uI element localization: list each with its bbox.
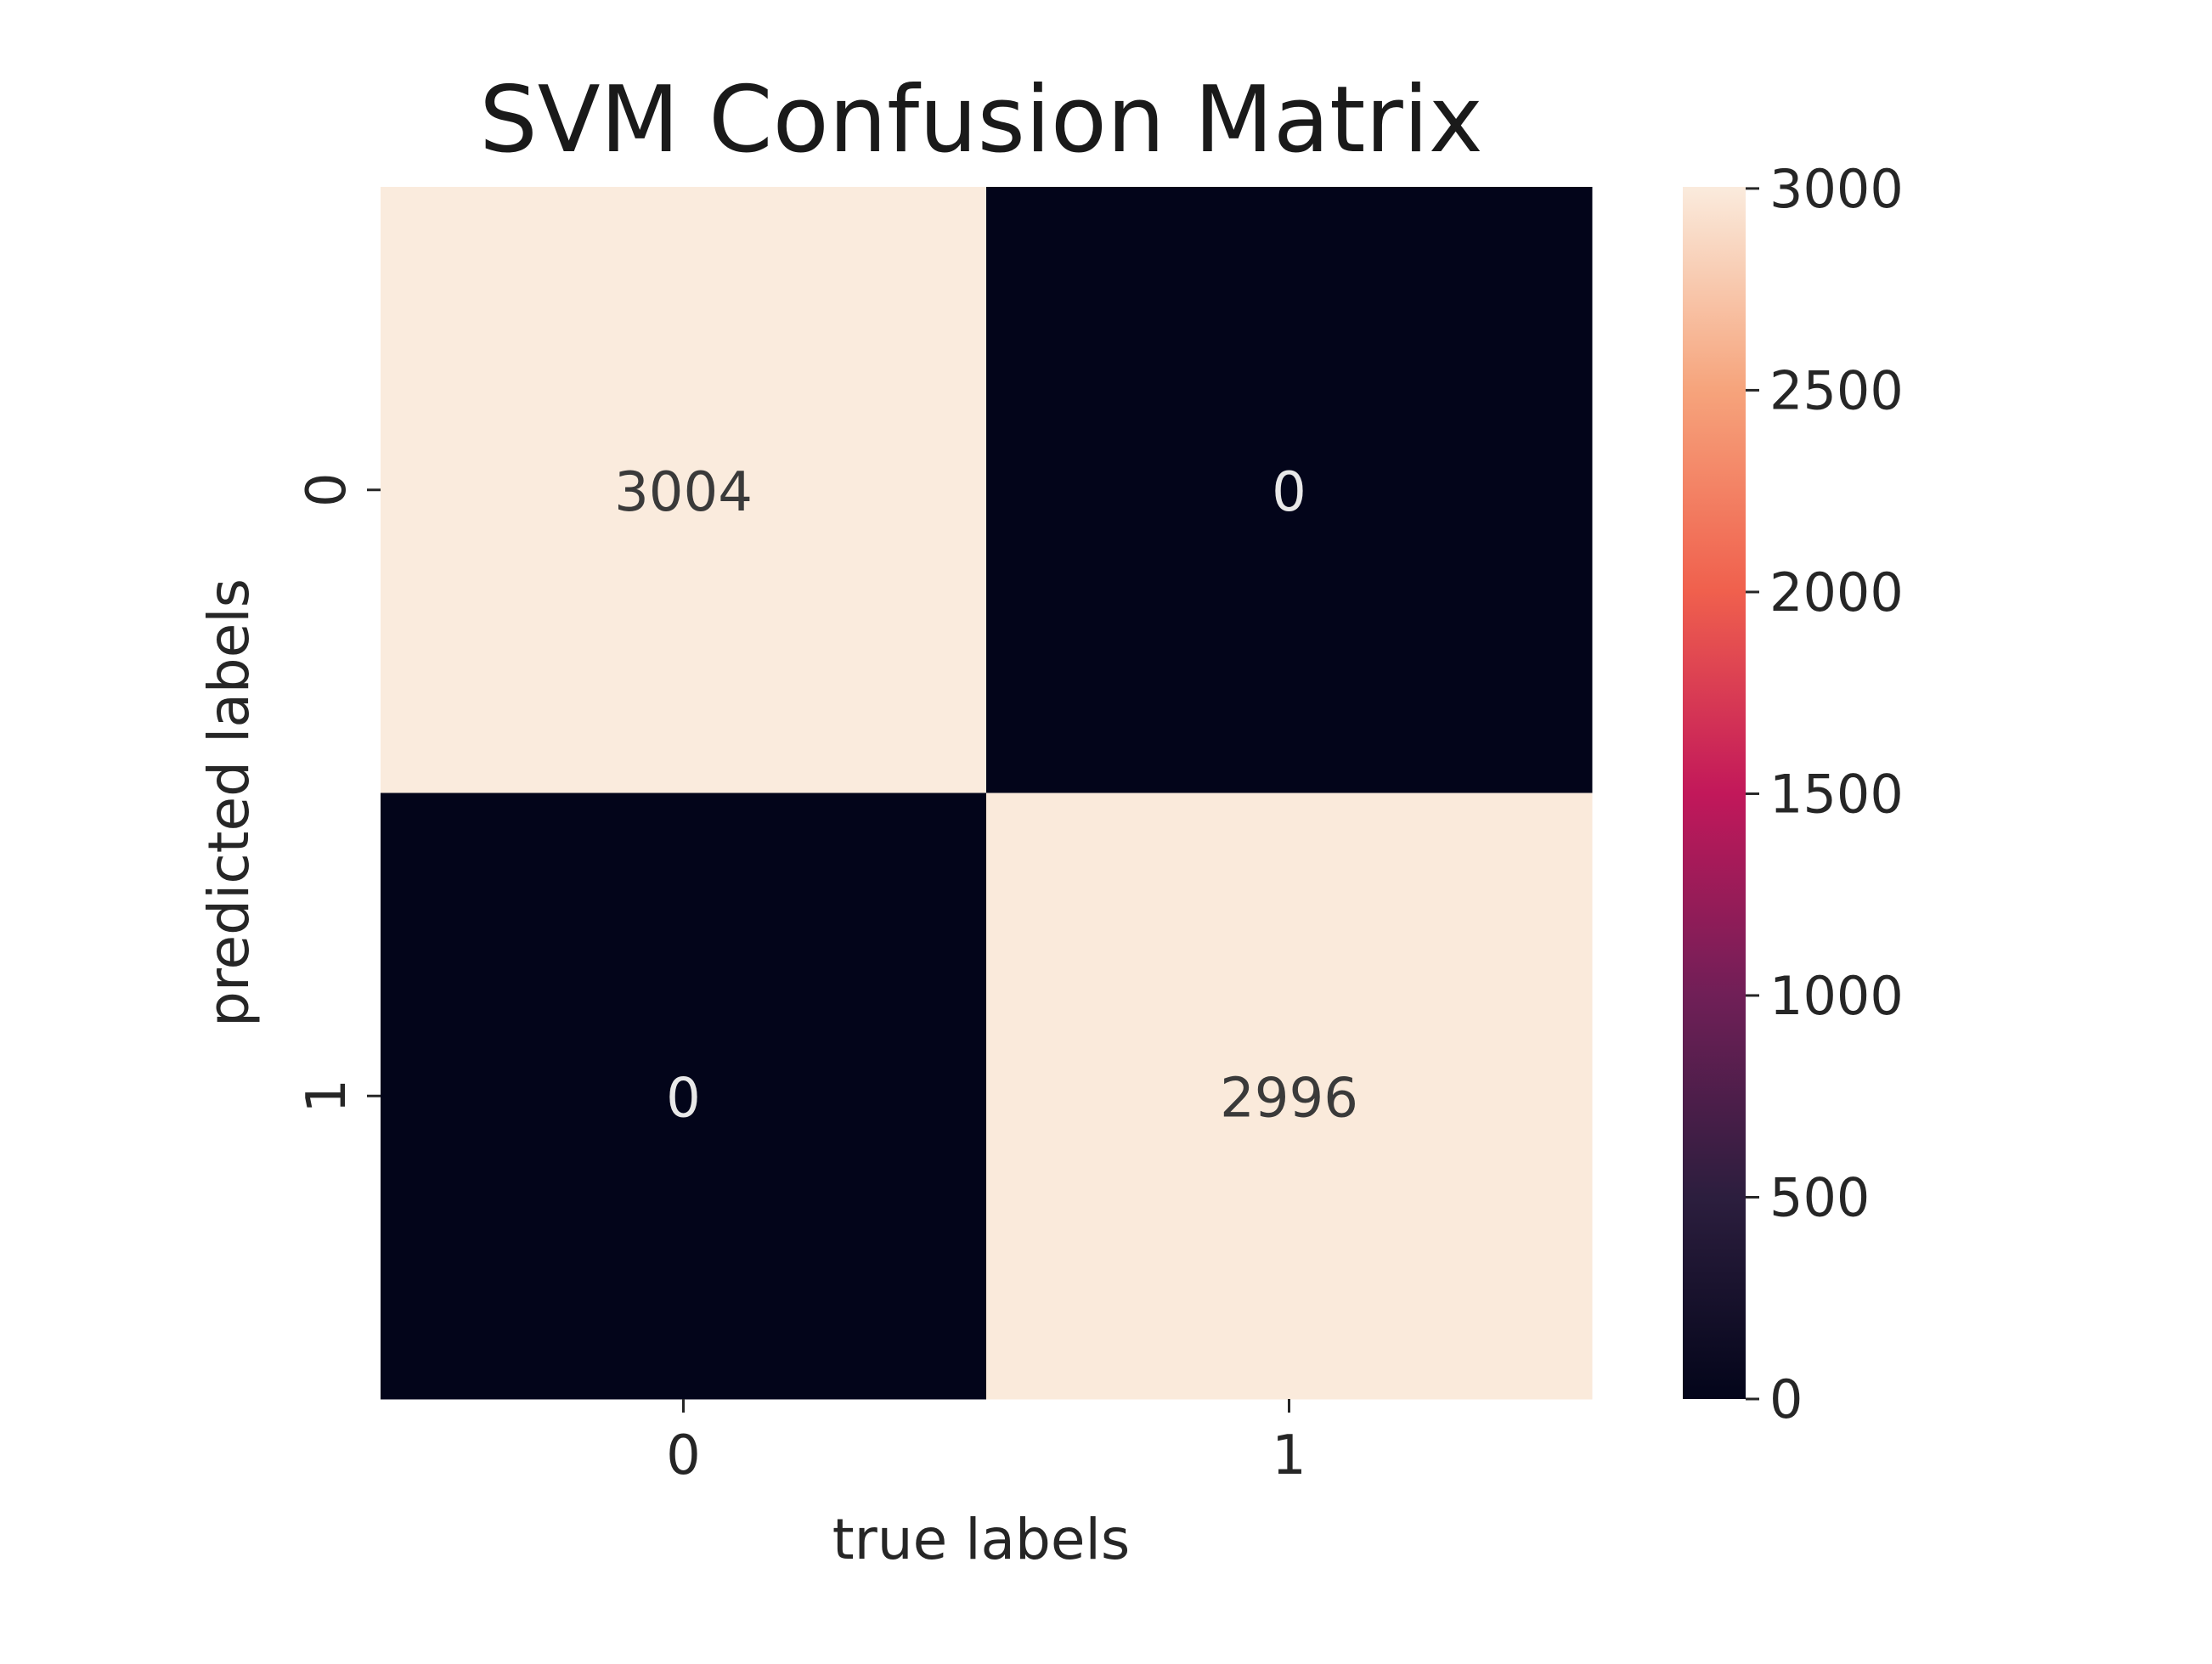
colorbar-tick-label: 0 — [1769, 1368, 1803, 1430]
cell-annotation: 0 — [1272, 461, 1306, 524]
heatmap-cell — [986, 187, 1593, 793]
colorbar-tick-label: 3000 — [1769, 158, 1904, 220]
cell-annotation: 2996 — [1220, 1067, 1358, 1130]
heatmap-cell — [986, 793, 1593, 1400]
x-tick-label: 1 — [1272, 1424, 1306, 1487]
y-tick-label: 0 — [296, 472, 358, 507]
y-axis-label: predicted labels — [196, 578, 262, 1027]
y-axis: 01 — [296, 472, 381, 1114]
heatmap-cells — [381, 187, 1593, 1400]
colorbar: 0 500 1000 1500 2000 2500 3000 — [1683, 158, 1904, 1430]
cell-annotation: 3004 — [614, 461, 753, 524]
cell-annotation: 0 — [666, 1067, 701, 1130]
colorbar-tick-label: 2500 — [1769, 359, 1904, 421]
x-tick-label: 0 — [666, 1424, 701, 1487]
chart-title: SVM Confusion Matrix — [479, 67, 1483, 173]
colorbar-gradient — [1683, 187, 1746, 1399]
y-tick-label: 1 — [296, 1079, 358, 1114]
colorbar-tick-label: 2000 — [1769, 561, 1904, 623]
x-axis-label: true labels — [832, 1507, 1130, 1572]
colorbar-tick-label: 1500 — [1769, 763, 1904, 825]
heatmap-annotations: 3004 0 0 2996 — [614, 461, 1358, 1131]
colorbar-tick-label: 1000 — [1769, 965, 1904, 1027]
heatmap-cell — [381, 187, 987, 793]
heatmap-cell — [381, 793, 987, 1400]
colorbar-tick-label: 500 — [1769, 1166, 1870, 1228]
